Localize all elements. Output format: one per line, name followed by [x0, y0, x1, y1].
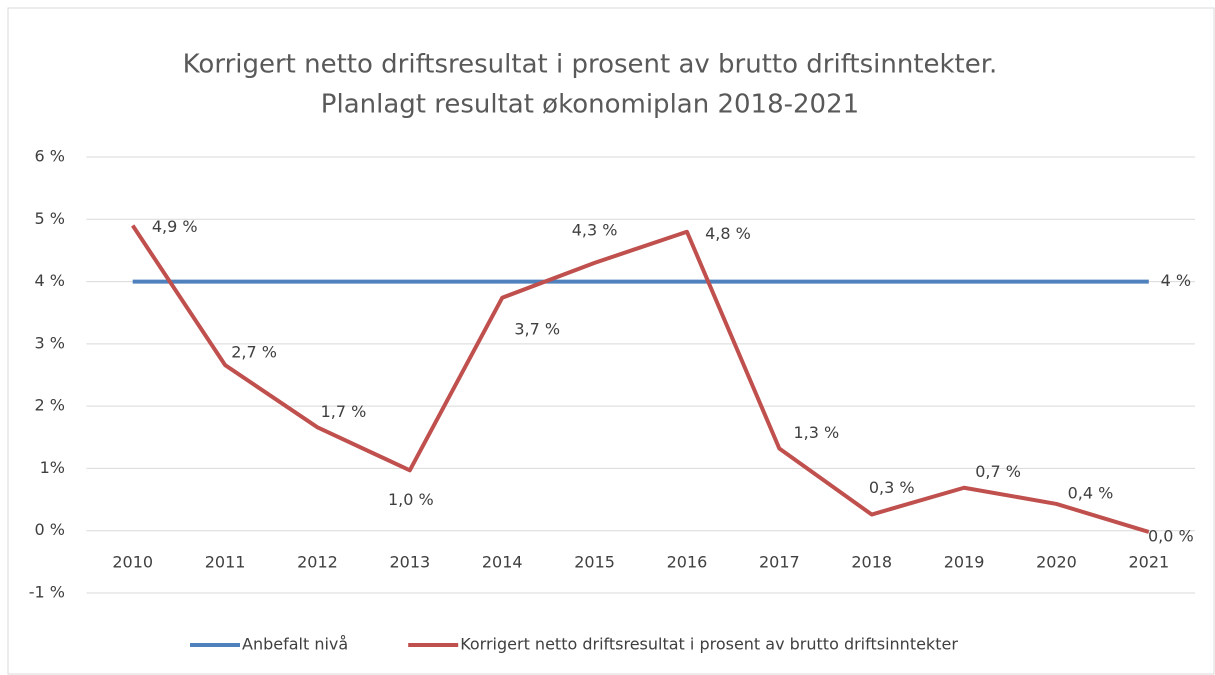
x-tick-label: 2019	[944, 553, 985, 572]
data-label: 3,7 %	[514, 319, 560, 338]
data-label: 2,7 %	[231, 343, 277, 362]
y-tick-label: 4 %	[35, 271, 65, 290]
data-label: 1,3 %	[793, 423, 839, 442]
x-tick-label: 2014	[482, 553, 523, 572]
x-tick-label: 2011	[205, 553, 246, 572]
data-label: 4,8 %	[705, 224, 751, 243]
y-tick-label: 2 %	[35, 396, 65, 415]
data-label: 1,0 %	[388, 490, 434, 509]
x-tick-label: 2013	[389, 553, 430, 572]
data-label: 0,4 %	[1068, 483, 1114, 502]
series-line	[131, 224, 1150, 534]
x-tick-label: 2021	[1128, 553, 1169, 572]
x-tick-label: 2015	[574, 553, 615, 572]
data-label: 0,7 %	[975, 462, 1021, 481]
chart-title: Korrigert netto driftsresultat i prosent…	[183, 50, 998, 80]
x-tick-label: 2020	[1036, 553, 1077, 572]
x-tick-label: 2012	[297, 553, 338, 572]
chart-title: Planlagt resultat økonomiplan 2018-2021	[321, 90, 859, 120]
legend-label: Anbefalt nivå	[242, 635, 348, 654]
x-tick-label: 2018	[851, 553, 892, 572]
data-label: 4,9 %	[152, 217, 198, 236]
data-label: 0,0 %	[1148, 526, 1194, 545]
x-tick-label: 2016	[667, 553, 708, 572]
data-label: 4 %	[1161, 271, 1191, 290]
y-tick-label: 5 %	[35, 209, 65, 228]
y-tick-label: 6 %	[35, 147, 65, 166]
data-label: 1,7 %	[321, 402, 367, 421]
x-tick-label: 2017	[759, 553, 800, 572]
y-tick-label: -1 %	[29, 583, 65, 602]
y-tick-label: 3 %	[35, 333, 65, 352]
x-tick-label: 2010	[112, 553, 153, 572]
y-tick-label: 0 %	[35, 520, 65, 539]
legend-label: Korrigert netto driftsresultat i prosent…	[460, 635, 958, 654]
data-label: 0,3 %	[869, 478, 915, 497]
data-label: 4,3 %	[572, 220, 618, 239]
y-tick-label: 1%	[40, 458, 65, 477]
